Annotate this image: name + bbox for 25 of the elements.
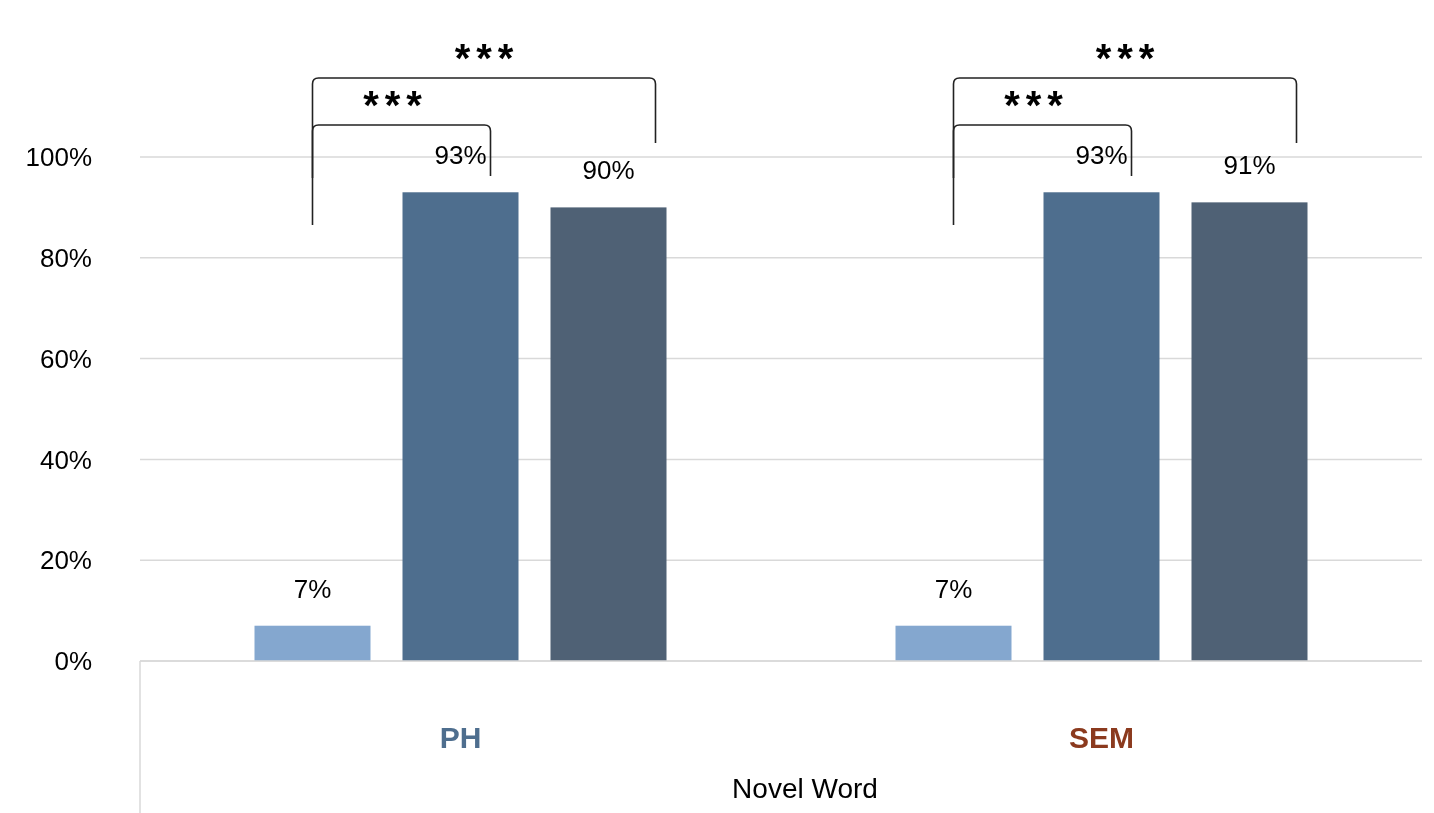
- data-label: 7%: [934, 573, 973, 604]
- text: ***: [363, 83, 428, 127]
- data-label: 90%: [582, 155, 635, 186]
- data-label: 93%: [434, 140, 487, 171]
- y-tick-label: 60%: [39, 343, 92, 374]
- data-label: 91%: [1223, 150, 1276, 181]
- text: ***: [1004, 83, 1069, 127]
- text: ***: [1095, 36, 1161, 80]
- x-tick-label: SEM: [1068, 721, 1135, 754]
- x-axis-title: Novel Word: [732, 773, 878, 804]
- y-tick-label: 80%: [39, 242, 92, 273]
- text: ***: [454, 36, 520, 80]
- x-tick-label: PH: [439, 721, 482, 754]
- bar: [254, 625, 371, 661]
- y-tick-label: 0%: [54, 646, 92, 677]
- bar: [402, 192, 519, 661]
- bar: [550, 207, 667, 661]
- bar: [1191, 202, 1308, 661]
- y-tick-label: 20%: [39, 545, 92, 576]
- y-tick-label: 100%: [25, 142, 92, 173]
- y-tick-label: 40%: [39, 444, 92, 475]
- bar: [895, 625, 1012, 661]
- bar: [1043, 192, 1160, 661]
- data-label: 93%: [1075, 140, 1128, 171]
- data-label: 7%: [293, 573, 332, 604]
